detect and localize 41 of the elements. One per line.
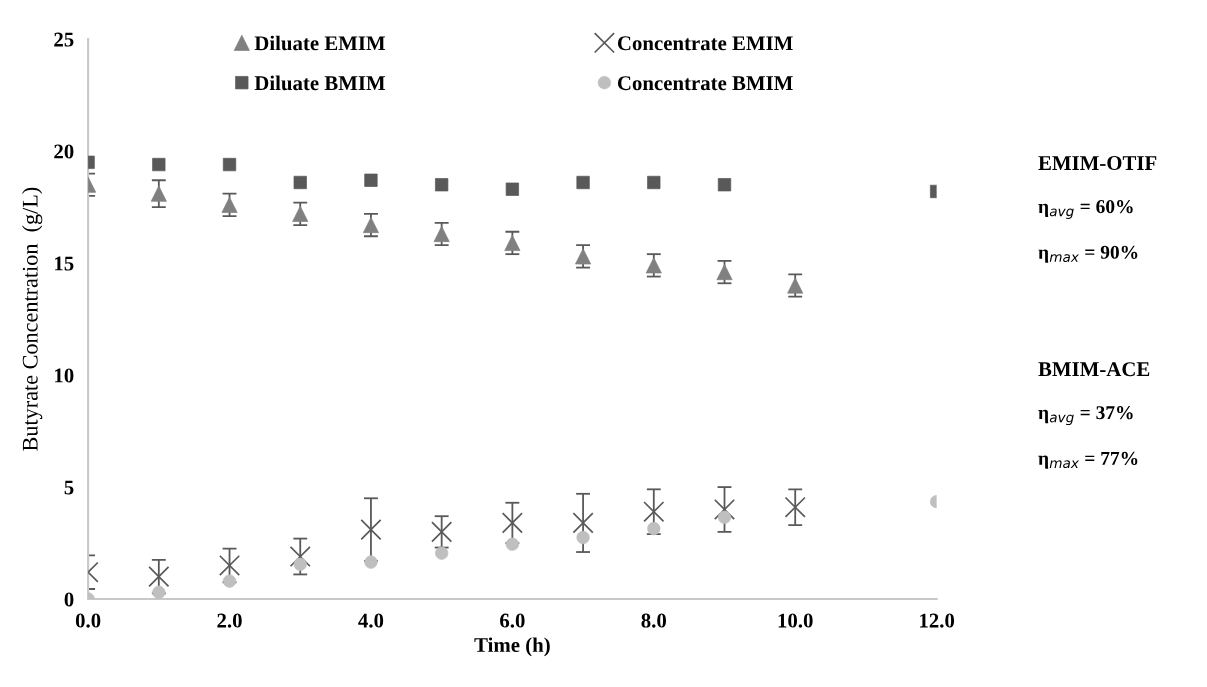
text: EMIM-OTIF xyxy=(1038,156,1157,171)
y-axis-title: Butyrate Concentration (g/L) xyxy=(22,187,43,451)
y-tick-label: 15 xyxy=(55,256,74,271)
x-tick-label: 8.0 xyxy=(641,613,667,628)
point xyxy=(218,554,241,577)
x-axis-title: Time (h) xyxy=(474,637,550,657)
point xyxy=(289,545,311,568)
point xyxy=(505,182,519,196)
x-tick-label: 10.0 xyxy=(778,613,813,628)
point xyxy=(148,566,170,588)
point xyxy=(713,498,736,521)
text: BMIM-ACE xyxy=(1038,362,1150,377)
x-tick-label: 6.0 xyxy=(500,613,525,628)
point xyxy=(572,512,594,534)
point xyxy=(501,512,523,534)
point xyxy=(431,521,453,543)
point xyxy=(504,234,521,251)
text: η$_{max}$ = 90% xyxy=(1038,245,1138,263)
legend-label: Concentrate BMIM xyxy=(617,76,793,91)
text: η$_{max}$ = 77% xyxy=(1038,451,1138,469)
point xyxy=(360,519,382,541)
y-tick-label: 20 xyxy=(54,144,74,159)
x-tick-label: 12.0 xyxy=(920,613,955,628)
y-tick-label: 5 xyxy=(64,480,74,495)
x-tick-label: 4.0 xyxy=(358,613,384,628)
point xyxy=(643,501,665,523)
y-tick-label: 10 xyxy=(55,368,74,383)
x-tick-label: 2.0 xyxy=(217,613,242,628)
point xyxy=(433,226,450,242)
point xyxy=(435,178,449,192)
text: η$_{avg}$ = 37% xyxy=(1038,406,1133,426)
point xyxy=(647,175,661,190)
legend-label: Diluate BMIM xyxy=(254,75,386,91)
legend-label: Diluate EMIM xyxy=(254,35,386,51)
point xyxy=(784,496,806,518)
legend-label: Concentrate EMIM xyxy=(617,36,793,51)
y-tick-label: 25 xyxy=(54,32,74,47)
text: η$_{avg}$ = 60% xyxy=(1038,200,1133,219)
point xyxy=(364,173,378,187)
y-tick-label: 0 xyxy=(64,592,74,607)
x-tick-label: 0.0 xyxy=(75,613,101,628)
